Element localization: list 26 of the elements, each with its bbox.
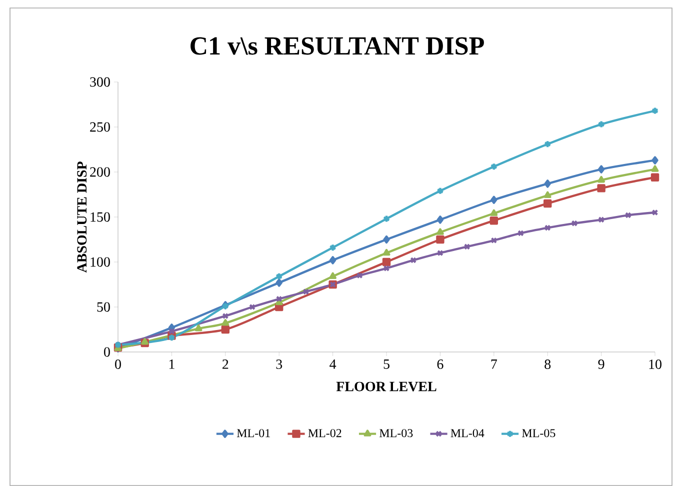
x-tick-label: 1 [169,360,174,369]
chart-title: C1 v\s RESULTANT DISP [190,37,484,55]
x-tick-label: 4 [330,360,336,369]
y-tick-label: 300 [90,77,110,87]
legend-label: ML-01 [236,429,270,438]
y-tick-label: 100 [90,257,110,267]
x-tick-label: 0 [115,360,121,369]
y-tick-label: 0 [104,347,110,357]
legend-label: ML-05 [522,429,556,438]
x-tick-label: 9 [598,360,604,369]
y-tick-label: 50 [97,302,110,312]
x-tick-label: 5 [384,360,390,369]
y-axis-title: ABSOLUTE DISP [77,162,87,273]
x-tick-label: 2 [222,360,228,369]
legend-label: ML-02 [308,429,342,438]
x-tick-label: 6 [437,360,444,369]
y-tick-label: 200 [90,167,110,177]
x-tick-label: 8 [544,360,551,369]
legend-label: ML-03 [379,429,413,438]
legend-label: ML-04 [450,429,484,438]
x-tick-label: 3 [276,360,282,369]
x-axis-title: FLOOR LEVEL [336,382,436,392]
y-tick-label: 250 [90,122,110,132]
y-tick-label: 150 [90,212,110,222]
x-tick-label: 7 [491,360,498,369]
x-tick-label: 10 [649,360,662,369]
